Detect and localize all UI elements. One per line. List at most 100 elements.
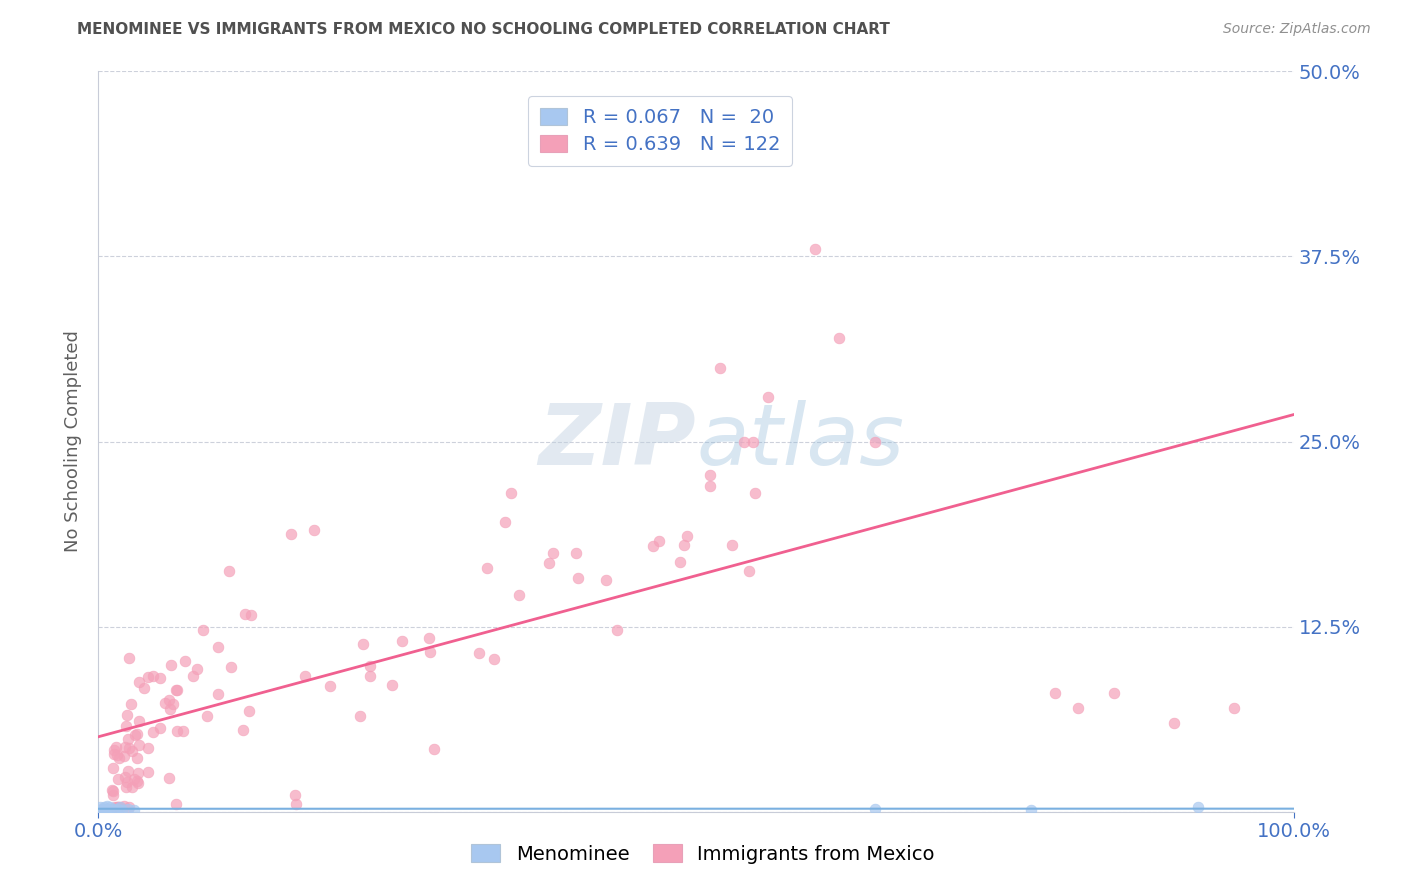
Point xyxy=(238,704,260,718)
Point xyxy=(207,640,229,654)
Point xyxy=(595,573,617,587)
Point xyxy=(115,775,138,789)
Text: Source: ZipAtlas.com: Source: ZipAtlas.com xyxy=(1223,22,1371,37)
Point xyxy=(294,668,316,682)
Point xyxy=(107,800,129,814)
Point xyxy=(134,681,156,695)
Point xyxy=(494,515,516,529)
Point xyxy=(107,800,129,814)
Point xyxy=(142,669,165,683)
Point xyxy=(118,651,141,665)
Point xyxy=(207,687,229,701)
Point xyxy=(89,800,111,814)
Point xyxy=(1187,800,1209,814)
Point xyxy=(865,802,887,816)
Point xyxy=(121,744,143,758)
Point xyxy=(284,788,307,802)
Point xyxy=(104,739,127,754)
Point xyxy=(193,623,215,637)
Point xyxy=(104,803,127,817)
Point xyxy=(565,546,588,560)
Text: MENOMINEE VS IMMIGRANTS FROM MEXICO NO SCHOOLING COMPLETED CORRELATION CHART: MENOMINEE VS IMMIGRANTS FROM MEXICO NO S… xyxy=(77,22,890,37)
Point xyxy=(482,652,505,666)
Point xyxy=(121,780,143,795)
Point xyxy=(157,693,180,707)
Point xyxy=(114,740,136,755)
Text: atlas: atlas xyxy=(696,400,904,483)
Point xyxy=(709,360,731,375)
Point xyxy=(541,546,564,560)
Point xyxy=(233,607,256,621)
Point xyxy=(108,800,131,814)
Point xyxy=(155,696,177,710)
Point xyxy=(128,714,150,729)
Point xyxy=(122,772,145,786)
Point xyxy=(159,658,181,673)
Point xyxy=(98,802,121,816)
Point xyxy=(733,434,755,449)
Point xyxy=(475,561,498,575)
Y-axis label: No Schooling Completed: No Schooling Completed xyxy=(65,331,83,552)
Point xyxy=(108,800,131,814)
Point xyxy=(468,646,491,660)
Point xyxy=(103,743,125,757)
Point xyxy=(737,564,759,578)
Point xyxy=(101,784,124,798)
Point xyxy=(105,748,128,763)
Point xyxy=(280,526,302,541)
Point xyxy=(423,741,446,756)
Point xyxy=(112,749,135,764)
Point xyxy=(181,669,204,683)
Point xyxy=(537,557,560,571)
Point xyxy=(721,538,744,552)
Point xyxy=(125,727,148,741)
Point xyxy=(159,771,181,785)
Point xyxy=(105,800,128,814)
Point xyxy=(606,623,628,637)
Point xyxy=(118,740,141,755)
Point xyxy=(136,765,159,780)
Point xyxy=(104,800,127,814)
Point xyxy=(148,671,170,685)
Point xyxy=(90,803,112,817)
Point xyxy=(117,764,139,778)
Point xyxy=(128,675,150,690)
Point xyxy=(103,747,125,761)
Point xyxy=(359,669,381,683)
Point xyxy=(159,701,181,715)
Point xyxy=(124,803,146,817)
Point xyxy=(120,697,142,711)
Point xyxy=(103,788,125,802)
Point xyxy=(91,802,114,816)
Point xyxy=(128,738,150,752)
Point xyxy=(499,486,522,500)
Point xyxy=(166,724,188,739)
Point xyxy=(125,751,148,765)
Point xyxy=(94,802,117,816)
Point xyxy=(136,741,159,756)
Point xyxy=(240,608,263,623)
Point xyxy=(101,761,124,775)
Point xyxy=(195,709,218,723)
Point xyxy=(508,588,530,602)
Point xyxy=(162,698,184,712)
Point xyxy=(804,242,827,256)
Point xyxy=(166,682,188,697)
Point xyxy=(111,803,134,817)
Point xyxy=(219,660,242,674)
Point xyxy=(112,798,135,813)
Point xyxy=(127,774,149,789)
Point xyxy=(672,538,695,552)
Point xyxy=(741,434,763,449)
Point xyxy=(1223,701,1246,715)
Point xyxy=(127,765,149,780)
Point xyxy=(96,798,118,813)
Point xyxy=(1163,715,1185,730)
Point xyxy=(101,783,124,797)
Point xyxy=(165,797,187,812)
Point xyxy=(186,662,208,676)
Point xyxy=(349,709,371,723)
Point xyxy=(142,724,165,739)
Point xyxy=(1104,686,1126,700)
Point xyxy=(418,631,440,645)
